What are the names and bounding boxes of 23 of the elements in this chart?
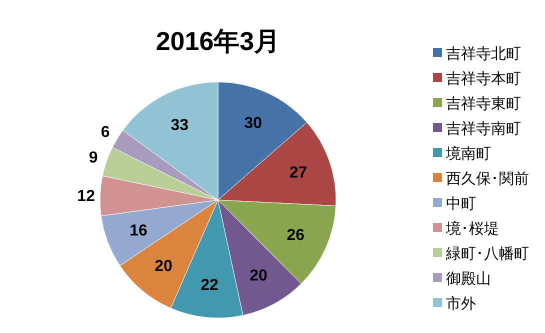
legend-label: 吉祥寺南町 (446, 120, 521, 138)
legend-label: 境･桜堤 (445, 220, 499, 238)
legend-label: 緑町･八幡町 (445, 245, 529, 262)
data-label: 26 (286, 227, 305, 244)
data-label: 16 (130, 222, 148, 240)
legend-label: 境南町 (445, 145, 491, 162)
data-label: 27 (289, 164, 308, 182)
data-label: 20 (154, 258, 172, 275)
legend-label: 中町 (446, 195, 476, 212)
legend-label: 西久保･関前 (446, 170, 529, 188)
legend-label: 御殿山 (446, 270, 491, 288)
chart-title: 2016年3月 (156, 26, 280, 56)
data-label: 9 (88, 149, 98, 166)
data-label: 20 (250, 267, 268, 284)
data-label: 33 (170, 116, 189, 134)
data-label: 30 (244, 115, 262, 132)
data-label: 6 (100, 124, 110, 141)
legend-label: 吉祥寺本町 (446, 70, 521, 88)
legend-label: 吉祥寺東町 (446, 95, 521, 112)
legend-label: 市外 (446, 295, 476, 312)
legend-label: 吉祥寺北町 (446, 45, 521, 62)
data-label: 12 (77, 188, 96, 205)
data-label: 22 (200, 277, 219, 294)
